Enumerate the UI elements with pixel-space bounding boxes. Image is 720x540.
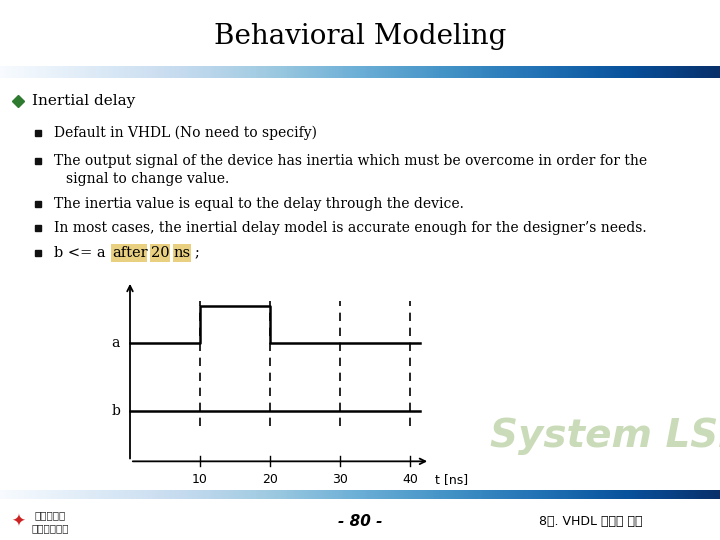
Bar [173,244,191,262]
Text: 홈주립학교: 홈주립학교 [35,510,66,520]
Text: 20: 20 [262,474,278,487]
Text: t [ns]: t [ns] [435,474,468,487]
Text: - 80 -: - 80 - [338,514,382,529]
Text: ✦: ✦ [11,512,25,531]
Bar [111,244,147,262]
Text: System LSI: System LSI [490,417,720,455]
Text: ns: ns [174,246,191,260]
Text: 10: 10 [192,474,208,487]
Text: In most cases, the inertial delay model is accurate enough for the designer’s ne: In most cases, the inertial delay model … [54,221,647,235]
Text: Inertial delay: Inertial delay [32,93,135,107]
Bar [150,244,170,262]
Text: b: b [111,404,120,418]
Text: after: after [112,246,148,260]
Text: The inertia value is equal to the delay through the device.: The inertia value is equal to the delay … [54,197,464,211]
Text: Behavioral Modeling: Behavioral Modeling [214,23,506,50]
Text: 40: 40 [402,474,418,487]
Text: signal to change value.: signal to change value. [66,172,229,186]
Text: 8장. VHDL 구문과 예제: 8장. VHDL 구문과 예제 [539,515,642,528]
Text: ;: ; [195,246,200,260]
Text: Default in VHDL (No need to specify): Default in VHDL (No need to specify) [54,125,317,140]
Text: The output signal of the device has inertia which must be overcome in order for : The output signal of the device has iner… [54,154,647,168]
Text: 전자정보대학: 전자정보대학 [32,523,69,534]
Text: 20: 20 [151,246,170,260]
Text: 30: 30 [332,474,348,487]
Text: a: a [112,336,120,350]
Text: b <= a: b <= a [54,246,110,260]
